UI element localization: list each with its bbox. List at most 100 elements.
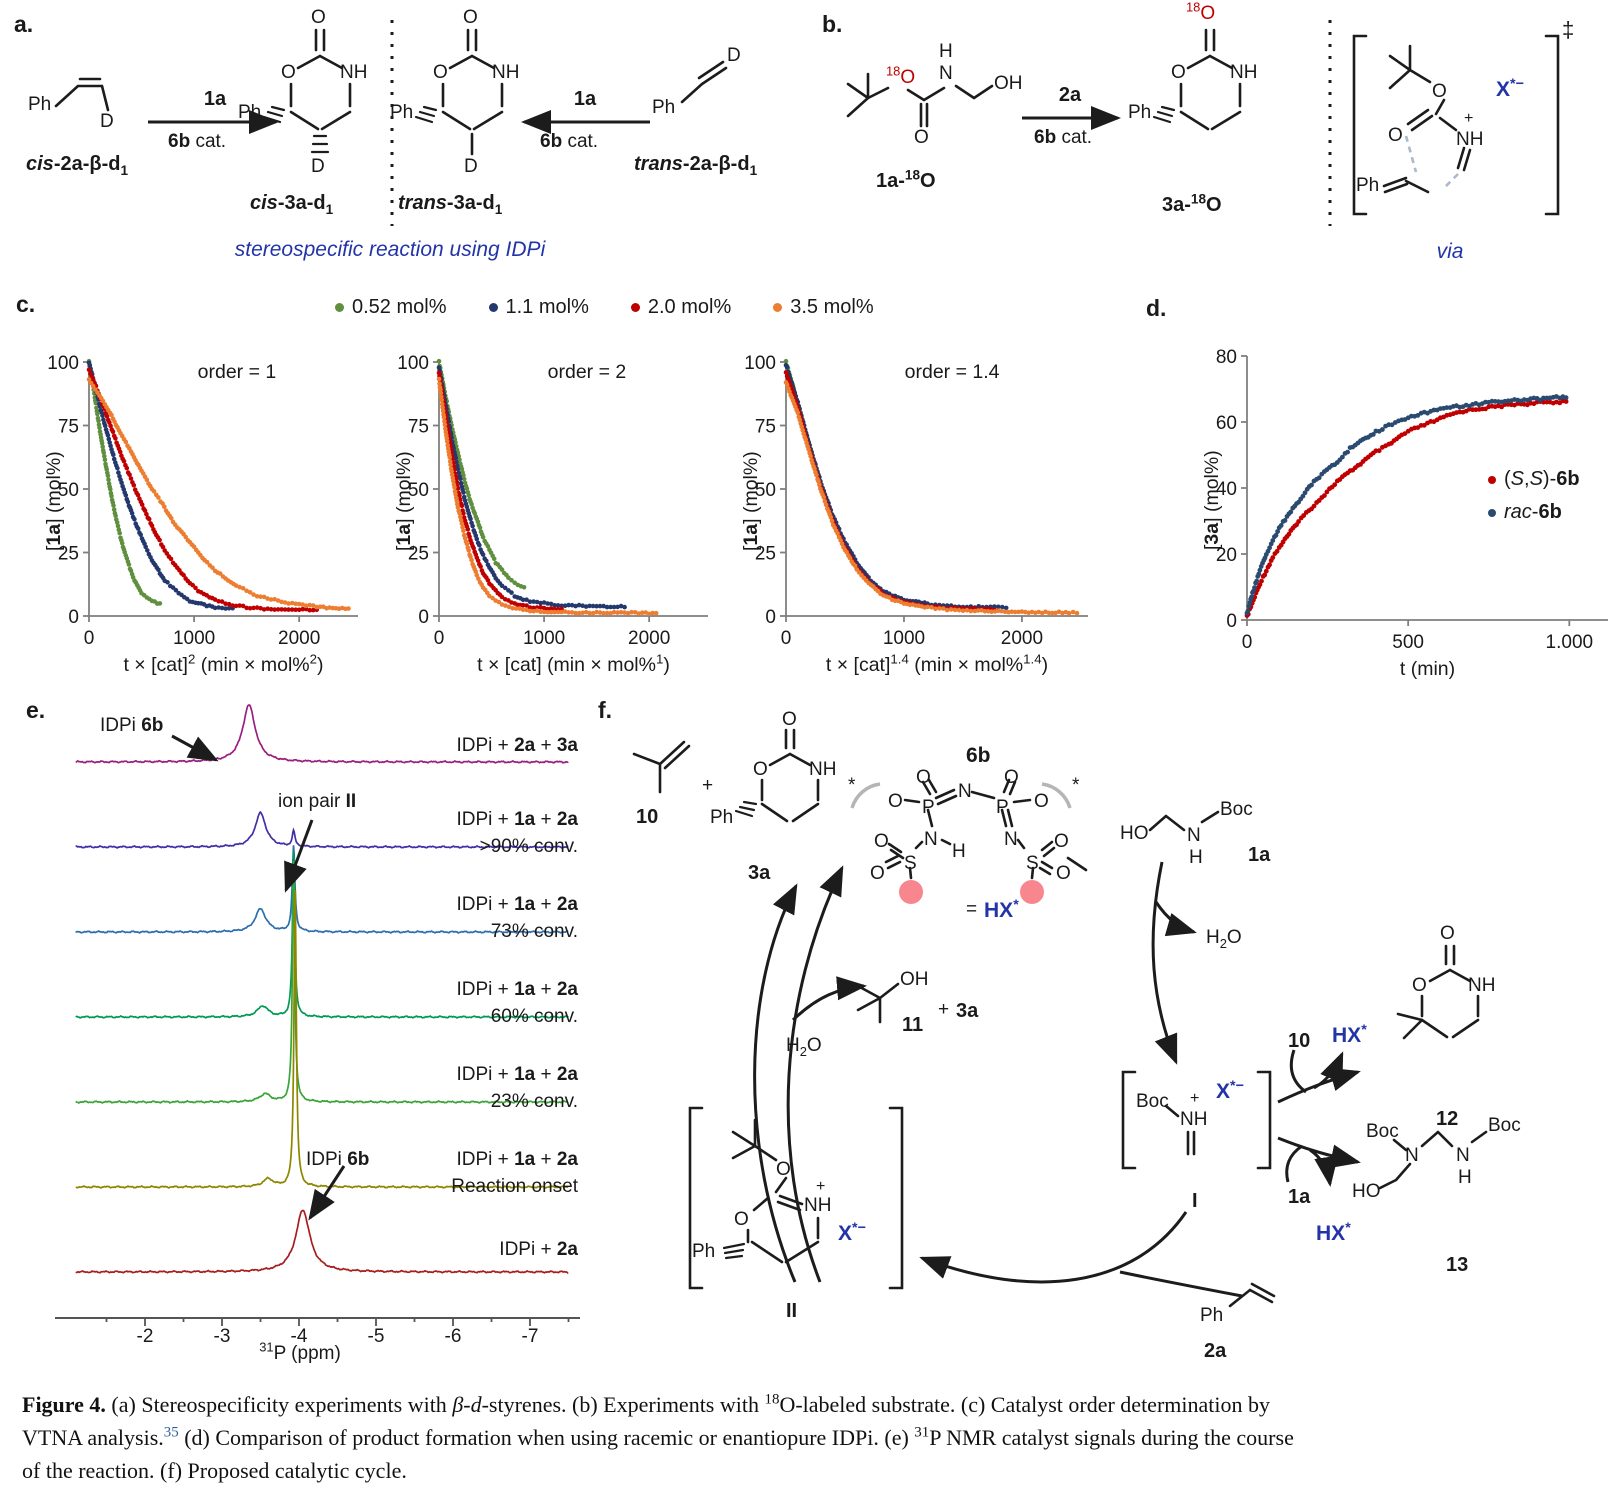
svg-text:50: 50 [58,480,79,501]
legend-item: 3.5 mol% [773,296,874,319]
N-label: N [924,829,938,850]
water-label: H2O [786,1035,822,1059]
chart-order-2: 0 25 50 75 100 0 1000 2000 order = 2 [1a] (mol%) t… [375,328,720,680]
panel-e-nmr: -2 -3 -4 -5 -6 -7 e. IDPi 6b ion pair II IDPi… [20,690,600,1370]
trans-3a-name: trans-3a-d1 [398,192,503,217]
Boc-label: Boc [1220,799,1253,820]
P-label: P [996,797,1009,818]
equals-sign: = [966,899,978,920]
product-ring-18O [1152,28,1242,131]
x-axis-label: t (min) [1399,658,1456,680]
cis-2a-name: cis-2a-β-d1 [26,153,129,178]
O-label: O [1034,791,1049,812]
O-label: O [870,863,885,884]
compound-1a-label: 1a [1288,1186,1311,1208]
legend-dot [1488,508,1496,517]
legend-label: 3.5 mol% [790,296,874,318]
compound-10-label: 10 [636,806,659,828]
H-label: H [952,841,966,862]
ring-O-label: O [1171,62,1186,83]
nmr-annotation-arrows [171,734,346,1221]
svg-text:500: 500 [1392,632,1424,653]
styrene-2a [1228,1282,1276,1308]
svg-text:1000: 1000 [173,628,215,649]
water-label: H2O [1206,927,1242,951]
NH-label: NH [1180,1109,1208,1130]
panel-f-label: f. [598,697,613,723]
cycle-arrows [753,861,1361,1298]
HX-label: HX* [1332,1022,1367,1047]
legend-label: 2.0 mol% [647,296,732,318]
compound-3a-label: 3a [956,1000,979,1022]
panel-c-label: c. [16,291,36,317]
phenyl-label: Ph [28,94,52,115]
transition-state [1352,34,1560,216]
chart-order-1-4: 0 25 50 75 100 0 1000 2000 order = 1.4 [1a] (mol%… [722,328,1100,680]
svg-text:order = 2: order = 2 [548,361,627,383]
y-axis-label: [1a] (mol%) [740,451,762,551]
compound-13-label: 13 [1446,1254,1469,1276]
O-label: O [734,1209,749,1230]
svg-text:0: 0 [434,628,445,649]
panel-a-label: a. [14,11,34,37]
S-label: S [1026,853,1039,874]
compound-1a-label: 1a [1248,844,1271,866]
legend-dot [773,303,783,312]
svg-text:50: 50 [408,480,429,501]
O-label: O [776,1159,791,1180]
legend-item: 2.0 mol% [630,296,732,319]
intermediate-I-label: I [1192,1190,1198,1212]
ring-O-label: O [281,62,296,83]
catalyst-label: 6b cat. [1034,127,1093,148]
svg-text:order = 1: order = 1 [198,361,277,383]
NH-label: NH [804,1195,832,1216]
figure-caption: Figure 4. (a) Stereospecificity experime… [22,1388,1598,1487]
x-axis-label: t × [cat]1.4 (min × mol%1.4) [825,651,1049,676]
svg-text:20: 20 [1216,545,1237,566]
O18-label: 18O [886,63,916,88]
HO-label: HO [1352,1181,1381,1202]
svg-text:60: 60 [1216,413,1237,434]
O-label: O [1388,125,1403,146]
trace-label-6: IDPi + 1a + 2a Reaction onset [451,1149,578,1197]
legend-dot [630,303,640,312]
nmr-x-axis-label: 31P (ppm) [259,1339,341,1364]
compound-2a-label: 2a [1204,1340,1227,1362]
legend-item: 1.1 mol% [488,296,589,319]
panel-d-legend: (S,S)-6b rac-6b [1488,468,1580,524]
compound-12-label: 12 [1436,1108,1459,1130]
O-label: O [914,127,929,148]
phenyl-label: Ph [238,102,262,123]
ring-NH-label: NH [340,62,368,83]
caption-line-1: Figure 4. (a) Stereospecificity experime… [22,1391,1270,1417]
deuterium-label: D [311,156,325,177]
chart-svg: 0 20 40 60 80 0 500 1.000 [1216,347,1608,653]
H-label: H [1458,1167,1472,1188]
plus-charge: + [1464,110,1474,127]
trans-product-ring [414,28,504,156]
svg-text:100: 100 [47,353,79,374]
legend-item: rac-6b [1488,501,1580,524]
svg-text:0: 0 [68,607,79,628]
phenyl-label: Ph [652,97,676,118]
legend-label: 0.52 mol% [352,296,447,318]
deuterium-label: D [464,156,478,177]
caption-line-2: VTNA analysis.35 (d) Comparison of produ… [22,1424,1294,1450]
name-1a-18O: 1a-18O [876,167,936,192]
svg-text:0: 0 [1242,632,1253,653]
annotation-idpi-6b-top: IDPi 6b [100,715,164,736]
catalyst-label: 6b cat. [540,131,599,152]
NH-label: NH [1456,129,1484,150]
tbuoh-11 [856,982,900,1024]
chiral-anion-label: X*− [1216,1078,1244,1103]
O18-label: 18O [1186,0,1216,24]
via-label: via [1436,240,1464,263]
legend-label: rac-6b [1504,501,1562,523]
isobutylene-10 [632,740,691,794]
plus-charge: + [816,1178,826,1195]
panel-b: b. 18O H N O OH 1a-18O 2a 6b cat. 18O O … [810,0,1620,290]
svg-text:0: 0 [84,628,95,649]
panel-b-label: b. [822,11,843,37]
intermediate-I [1121,1070,1272,1170]
svg-text:0: 0 [1226,611,1237,632]
